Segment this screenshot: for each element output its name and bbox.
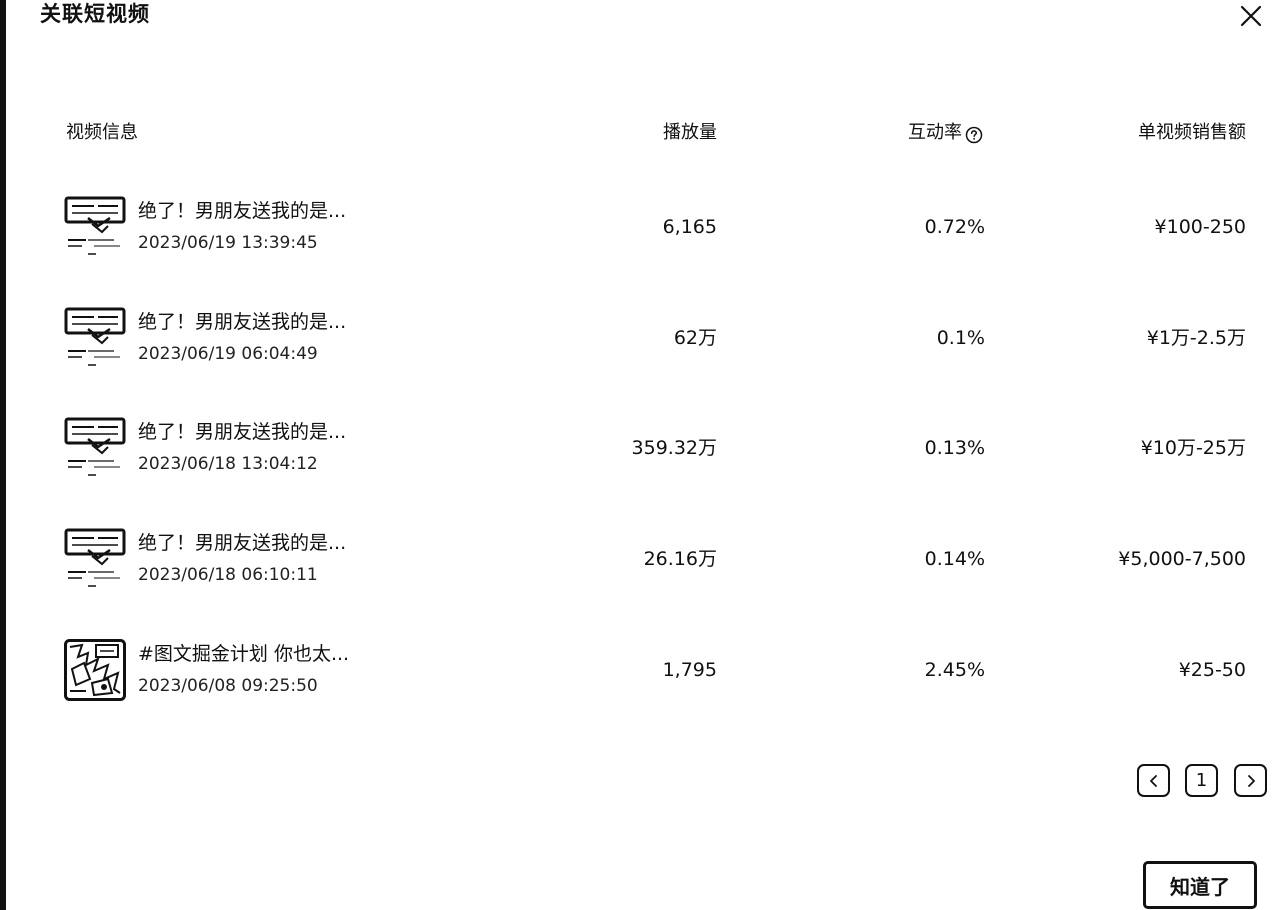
interaction-rate-value: 0.13%	[924, 437, 985, 459]
plays-value: 6,165	[662, 216, 717, 238]
interaction-rate-value: 0.72%	[924, 216, 985, 238]
dialog-left-edge	[0, 0, 6, 910]
video-title-link[interactable]: 绝了！男朋友送我的是...	[138, 421, 347, 443]
ok-button[interactable]: 知道了	[1143, 861, 1257, 909]
plays-value: 1,795	[662, 659, 717, 681]
header-interaction-rate: 互动率	[908, 120, 983, 146]
video-title-link[interactable]: 绝了！男朋友送我的是...	[138, 200, 347, 222]
table-row: 绝了！男朋友送我的是... 2023/06/19 06:04:49 62万 0.1% ¥…	[0, 307, 1280, 407]
sales-value: ¥100-250	[1154, 216, 1246, 238]
table-row: #图文掘金计划 你也太... 2023/06/08 09:25:50 1,795 2.…	[0, 639, 1280, 739]
sales-value: ¥10万-25万	[1140, 437, 1246, 459]
video-title-link[interactable]: 绝了！男朋友送我的是...	[138, 532, 347, 554]
sales-value: ¥1万-2.5万	[1146, 327, 1246, 349]
table-row: 绝了！男朋友送我的是... 2023/06/18 06:10:11 26.16万 0.…	[0, 528, 1280, 628]
video-title-link[interactable]: #图文掘金计划 你也太...	[138, 643, 350, 665]
pagination-prev-button[interactable]	[1137, 764, 1170, 797]
video-publish-date: 2023/06/08 09:25:50	[138, 676, 318, 696]
table-row: 绝了！男朋友送我的是... 2023/06/18 13:04:12 359.32万 0…	[0, 417, 1280, 517]
header-video-info: 视频信息	[66, 122, 138, 143]
video-thumbnail[interactable]	[64, 417, 126, 479]
table-row: 绝了！男朋友送我的是... 2023/06/19 13:39:45 6,165 0.7…	[0, 196, 1280, 296]
interaction-rate-value: 2.45%	[924, 659, 985, 681]
video-publish-date: 2023/06/19 13:39:45	[138, 233, 318, 253]
video-thumbnail[interactable]	[64, 528, 126, 590]
sales-value: ¥5,000-7,500	[1118, 548, 1246, 570]
pagination-next-button[interactable]	[1234, 764, 1267, 797]
plays-value: 26.16万	[643, 548, 717, 570]
chevron-right-icon	[1247, 774, 1255, 787]
video-thumbnail[interactable]	[64, 639, 126, 701]
dialog-title: 关联短视频	[40, 2, 150, 26]
header-interaction-rate-label: 互动率	[908, 122, 962, 143]
chevron-left-icon	[1149, 774, 1157, 787]
video-thumbnail[interactable]	[64, 307, 126, 369]
close-button[interactable]	[1238, 3, 1264, 29]
video-publish-date: 2023/06/19 06:04:49	[138, 344, 318, 364]
video-publish-date: 2023/06/18 06:10:11	[138, 565, 318, 585]
plays-value: 359.32万	[631, 437, 717, 459]
question-circle-icon[interactable]	[965, 126, 983, 144]
close-icon	[1240, 5, 1262, 27]
video-publish-date: 2023/06/18 13:04:12	[138, 454, 318, 474]
video-thumbnail[interactable]	[64, 196, 126, 258]
interaction-rate-value: 0.1%	[936, 327, 985, 349]
pagination-page-1[interactable]: 1	[1185, 764, 1218, 797]
header-plays: 播放量	[663, 122, 717, 143]
interaction-rate-value: 0.14%	[924, 548, 985, 570]
video-title-link[interactable]: 绝了！男朋友送我的是...	[138, 311, 347, 333]
plays-value: 62万	[673, 327, 717, 349]
sales-value: ¥25-50	[1178, 659, 1246, 681]
header-sales: 单视频销售额	[1138, 122, 1246, 143]
